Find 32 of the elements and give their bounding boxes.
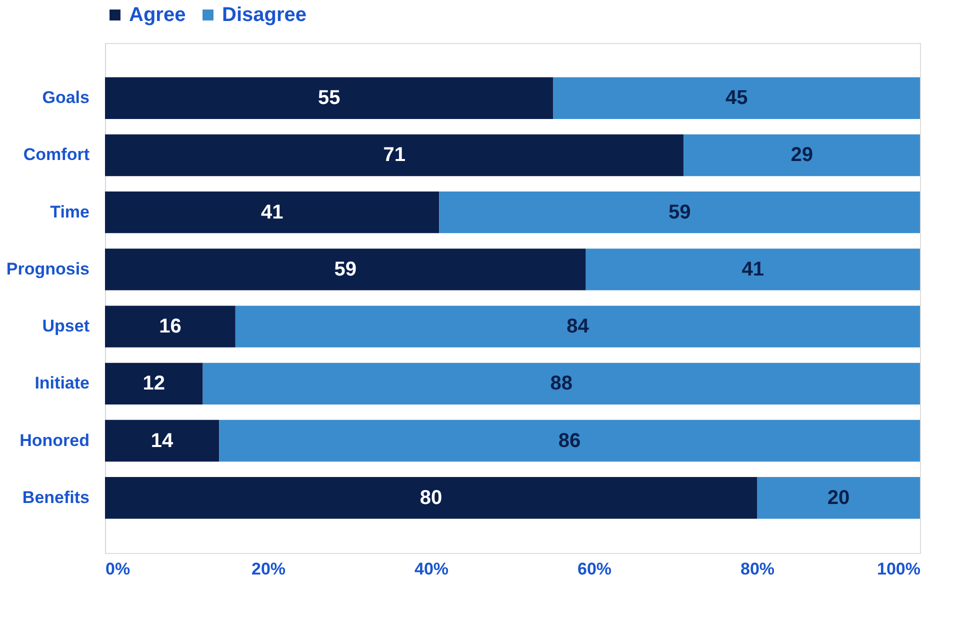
- data-label: 88: [550, 372, 573, 395]
- data-label: 14: [150, 430, 174, 452]
- data-label: 29: [790, 144, 813, 166]
- y-tick-label: Goals: [42, 88, 90, 108]
- data-label: 12: [142, 372, 166, 395]
- data-label: 59: [334, 258, 357, 280]
- data-label: 41: [260, 201, 284, 224]
- x-tick-label: 40%: [414, 560, 449, 578]
- data-label: 80: [420, 486, 442, 509]
- x-tick-label: 80%: [740, 560, 775, 578]
- data-label: 59: [668, 201, 691, 224]
- y-tick-label: Time: [50, 202, 90, 222]
- x-tick-label: 0%: [106, 560, 130, 578]
- data-label: 16: [159, 316, 182, 338]
- data-label: 20: [827, 486, 850, 509]
- data-label: 86: [558, 430, 581, 452]
- data-label: 71: [383, 144, 406, 166]
- data-label: 55: [318, 87, 340, 110]
- y-tick-label: Honored: [20, 430, 90, 450]
- x-tick-label: 20%: [251, 560, 286, 578]
- data-label: 41: [742, 258, 764, 280]
- y-tick-label: Prognosis: [6, 259, 90, 278]
- data-label: 84: [566, 316, 590, 338]
- x-tick-label: 60%: [577, 560, 612, 578]
- x-tick-label: 100%: [877, 560, 920, 578]
- y-tick-label: Benefits: [22, 488, 90, 507]
- y-tick-label: Upset: [42, 316, 90, 336]
- y-tick-label: Comfort: [23, 145, 90, 164]
- data-label: 45: [726, 87, 748, 110]
- legend-label: Agree: [129, 4, 186, 26]
- legend-label: Disagree: [222, 4, 306, 26]
- y-tick-label: Initiate: [34, 374, 90, 393]
